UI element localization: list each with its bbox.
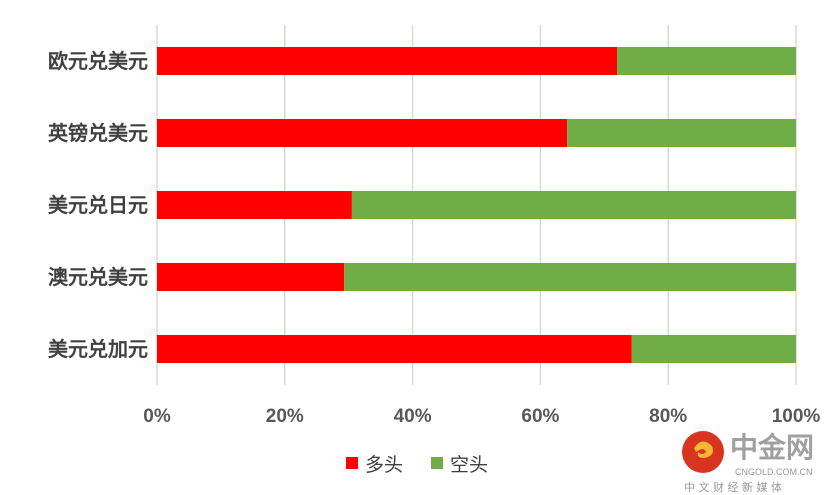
bar-long bbox=[157, 335, 632, 363]
cngold-logo-icon bbox=[682, 431, 724, 473]
category-label: 美元兑加元 bbox=[48, 337, 148, 361]
x-tick-label: 60% bbox=[521, 406, 559, 427]
cngold-watermark: 中金网 CNGOLD.COM.CN 中 文 财 经 新 媒 体 bbox=[682, 431, 814, 494]
x-tick-label: 0% bbox=[143, 406, 171, 427]
bar-long bbox=[157, 263, 345, 291]
watermark-domain: CNGOLD.COM.CN bbox=[735, 467, 813, 477]
x-tick-label: 80% bbox=[649, 406, 687, 427]
legend-swatch bbox=[431, 457, 443, 469]
legend-label: 空头 bbox=[450, 454, 488, 476]
x-tick-label: 20% bbox=[266, 406, 304, 427]
x-tick-label: 100% bbox=[772, 406, 821, 427]
category-label: 澳元兑美元 bbox=[48, 265, 148, 289]
bar-short bbox=[351, 191, 796, 219]
x-tick-label: 40% bbox=[394, 406, 432, 427]
category-label: 英镑兑美元 bbox=[48, 121, 148, 145]
bar-short bbox=[567, 119, 796, 147]
watermark-name: 中金网 bbox=[730, 431, 814, 464]
category-label: 欧元兑美元 bbox=[48, 49, 148, 73]
bar-long bbox=[157, 119, 568, 147]
watermark-tagline: 中 文 财 经 新 媒 体 bbox=[684, 480, 782, 494]
category-label: 美元兑日元 bbox=[48, 193, 148, 217]
bar-short bbox=[631, 335, 796, 363]
bar-long bbox=[157, 47, 618, 75]
bar-short bbox=[344, 263, 796, 291]
bar-short bbox=[617, 47, 796, 75]
legend-swatch bbox=[346, 457, 358, 469]
bar-long bbox=[157, 191, 352, 219]
legend-label: 多头 bbox=[365, 454, 403, 476]
